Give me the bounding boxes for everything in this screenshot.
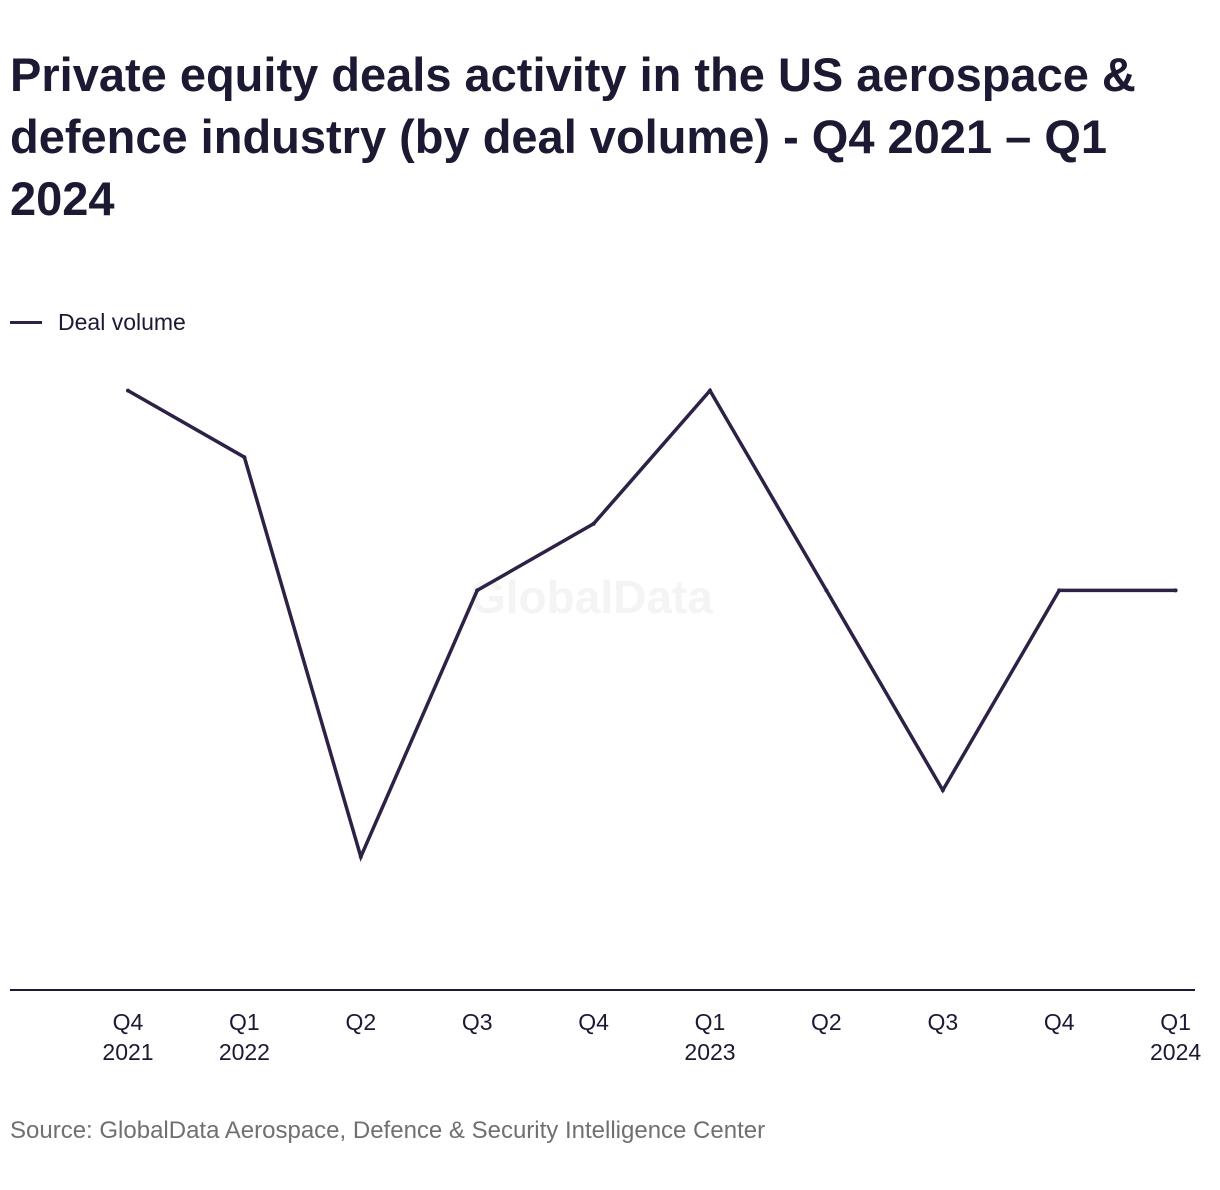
x-tick-label-quarter: Q1 <box>695 1009 726 1035</box>
data-point <box>1057 588 1062 593</box>
x-tick-label-quarter: Q1 <box>229 1009 260 1035</box>
legend: Deal volume <box>10 307 186 337</box>
line-chart: Q4 2021 Q1 2022 Q2 Q3 Q4 Q1 2023 Q2 Q3 Q4 Q1 2024 <box>10 387 1201 1065</box>
x-tick-label-quarter: Q2 <box>811 1009 842 1035</box>
data-point <box>708 388 712 393</box>
x-tick-label-quarter: Q4 <box>578 1009 609 1035</box>
x-tick-label-quarter: Q3 <box>927 1009 958 1035</box>
legend-line-swatch <box>10 320 42 324</box>
data-point <box>358 854 363 859</box>
x-tick-label-quarter: Q2 <box>345 1009 376 1035</box>
x-tick-label-year: 2024 <box>1150 1039 1201 1065</box>
data-point <box>824 588 829 593</box>
data-point <box>475 588 480 593</box>
watermark: GlobalData <box>470 571 713 623</box>
x-tick-label-year: 2022 <box>219 1039 270 1065</box>
chart-title: Private equity deals activity in the US … <box>10 48 1136 225</box>
data-point <box>940 788 945 793</box>
x-tick-label-year: 2023 <box>684 1039 735 1065</box>
x-tick-label-quarter: Q3 <box>462 1009 493 1035</box>
x-tick-label-year: 2021 <box>102 1039 153 1065</box>
source-note: Source: GlobalData Aerospace, Defence & … <box>10 1117 766 1144</box>
legend-label: Deal volume <box>58 308 186 335</box>
data-point <box>242 455 247 460</box>
data-point <box>1173 588 1178 593</box>
x-tick-label-quarter: Q4 <box>113 1009 144 1035</box>
x-tick-label-quarter: Q4 <box>1044 1009 1075 1035</box>
data-point <box>126 388 130 393</box>
x-tick-label-quarter: Q1 <box>1160 1009 1191 1035</box>
data-point <box>591 521 596 526</box>
series-line-deal-volume <box>127 387 1176 862</box>
